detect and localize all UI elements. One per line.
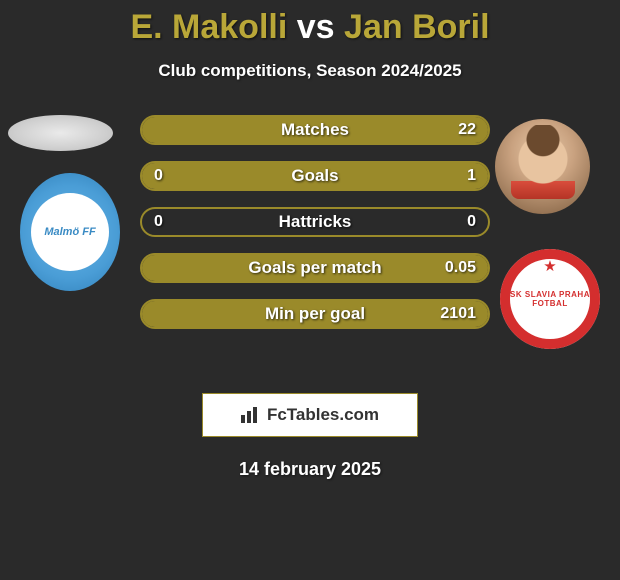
stat-bars: Matches 22 0 Goals 1 0 Hattricks 0 Goals per mat…	[140, 115, 490, 345]
stat-value-left: 0	[154, 167, 163, 185]
comparison-body: Malmö FF ★ SK SLAVIA PRAHA FOTBAL Matche…	[0, 115, 620, 375]
subtitle: Club competitions, Season 2024/2025	[0, 61, 620, 81]
comparison-card: E. Makolli vs Jan Boril Club competition…	[0, 0, 620, 480]
star-icon: ★	[543, 257, 556, 275]
stat-value-right: 1	[467, 167, 476, 185]
stat-label: Goals per match	[248, 258, 381, 278]
player1-name: E. Makolli	[130, 8, 287, 46]
stat-bar: Goals per match 0.05	[140, 253, 490, 283]
player2-avatar	[495, 119, 590, 214]
stat-bar: Min per goal 2101	[140, 299, 490, 329]
bar-chart-icon	[241, 407, 261, 423]
stat-value-right: 2101	[440, 305, 476, 323]
logo-text: FcTables.com	[267, 405, 379, 425]
player2-name: Jan Boril	[344, 8, 489, 46]
club-left-inner: Malmö FF	[31, 193, 109, 271]
club-right-bottom: FOTBAL	[532, 299, 567, 308]
stat-label: Matches	[281, 120, 349, 140]
stat-value-right: 0.05	[445, 259, 476, 277]
page-title: E. Makolli vs Jan Boril	[0, 0, 620, 47]
date-label: 14 february 2025	[0, 459, 620, 480]
source-logo: FcTables.com	[202, 393, 418, 437]
stat-label: Goals	[291, 166, 338, 186]
club-right-top: SK SLAVIA PRAHA	[510, 290, 590, 299]
player2-club-badge: ★ SK SLAVIA PRAHA FOTBAL	[500, 249, 600, 349]
vs-text: vs	[297, 8, 335, 46]
stat-value-right: 22	[458, 121, 476, 139]
stat-label: Min per goal	[265, 304, 365, 324]
stat-bar: 0 Goals 1	[140, 161, 490, 191]
stat-value-right: 0	[467, 213, 476, 231]
player1-club-badge: Malmö FF	[20, 173, 120, 291]
club-right-ring: ★ SK SLAVIA PRAHA FOTBAL	[500, 249, 600, 349]
player1-avatar	[8, 115, 113, 151]
club-left-label: Malmö FF	[44, 226, 95, 238]
stat-label: Hattricks	[279, 212, 352, 232]
stat-value-left: 0	[154, 213, 163, 231]
stat-bar: 0 Hattricks 0	[140, 207, 490, 237]
stat-bar: Matches 22	[140, 115, 490, 145]
